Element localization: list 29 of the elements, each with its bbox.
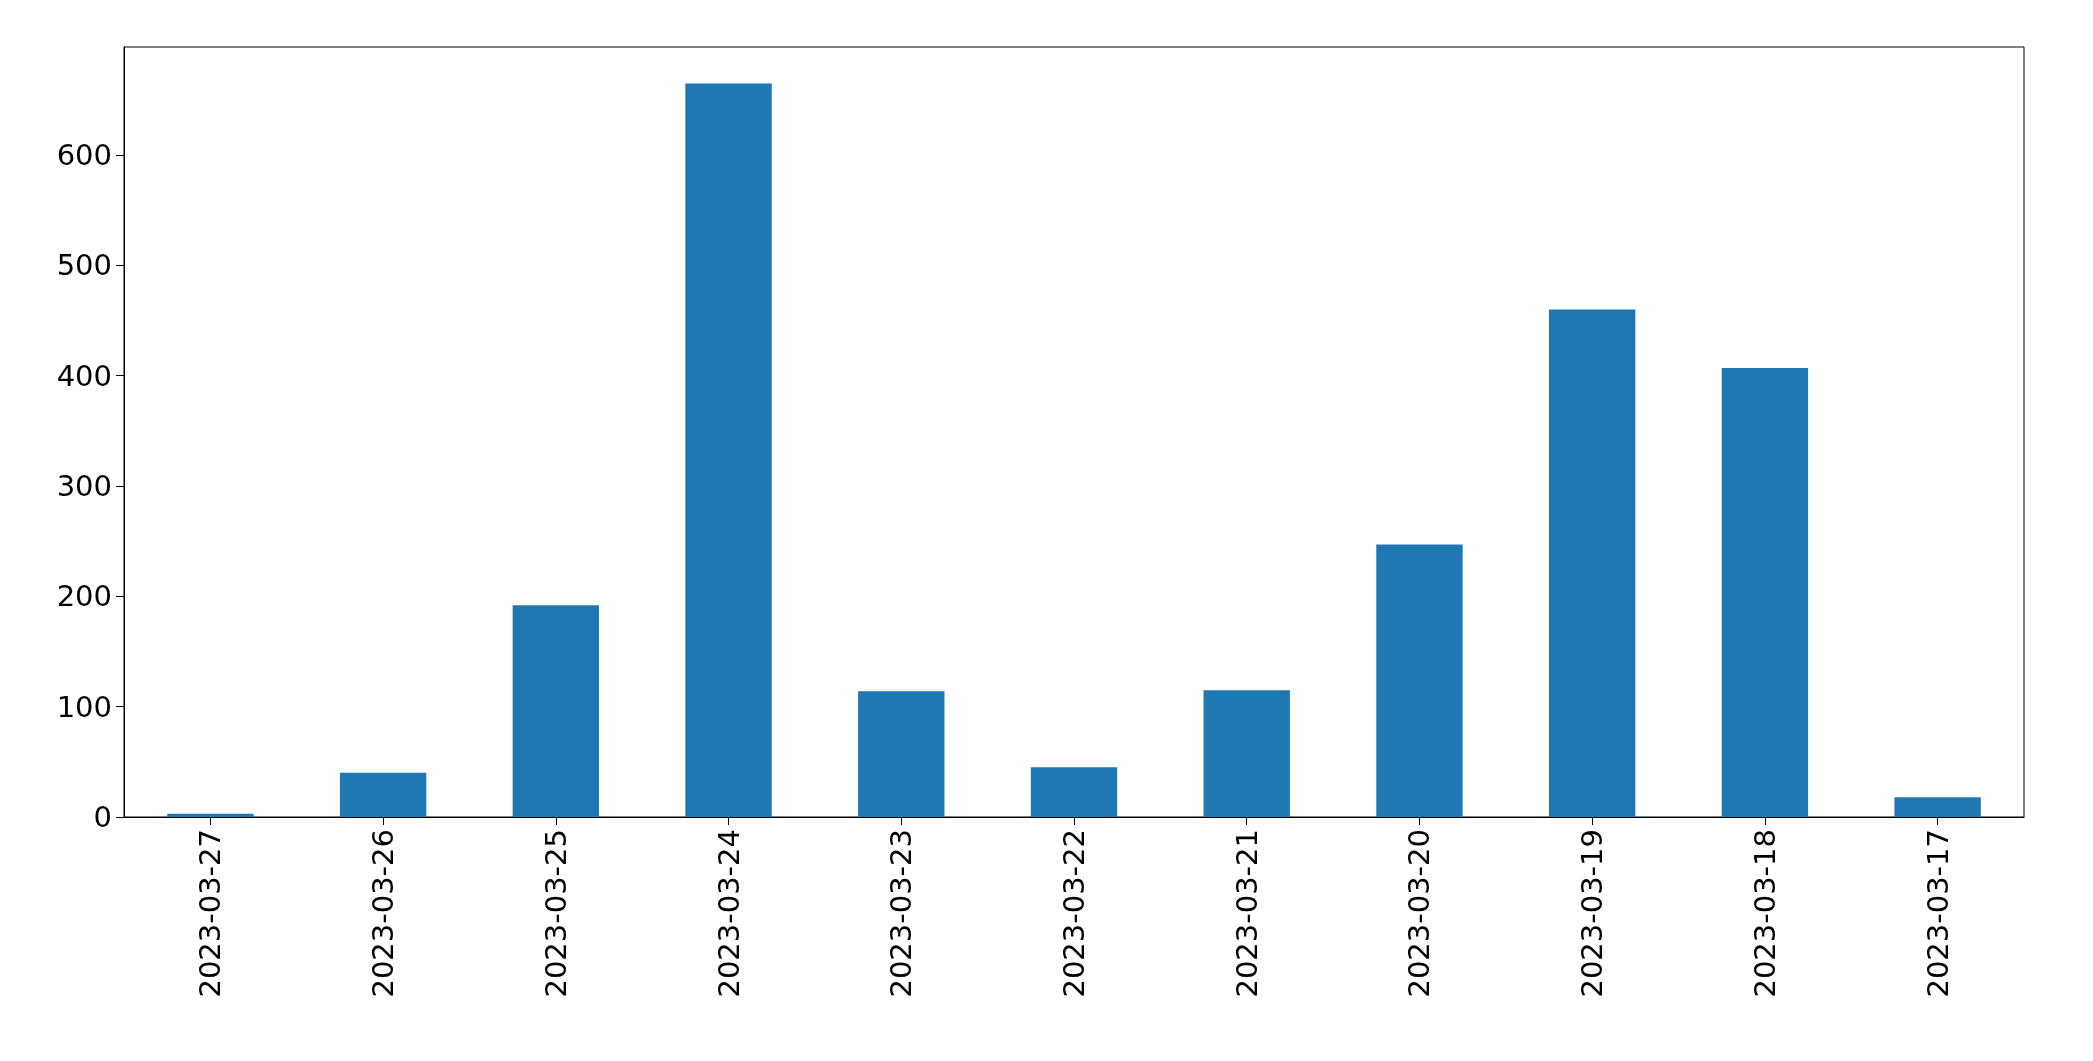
y-tick-label: 0 [93,800,112,834]
bar [1376,544,1463,817]
x-tick-label: 2023-03-17 [1920,829,1955,998]
bar [1894,797,1981,817]
y-tick-label: 600 [56,138,112,173]
x-tick-label: 2023-03-25 [538,829,573,998]
x-tick-label: 2023-03-20 [1402,829,1437,998]
x-tick-label: 2023-03-22 [1057,829,1091,998]
bar [1203,690,1290,817]
bar [1721,368,1809,817]
x-tick-label: 2023-03-27 [193,829,228,998]
bar [1549,309,1636,817]
bar [512,605,599,817]
y-tick-label: 300 [56,469,112,504]
x-tick-label: 2023-03-23 [884,829,919,998]
y-tick-label: 400 [56,358,112,393]
bar [858,691,945,817]
x-tick-label: 2023-03-26 [366,829,401,998]
x-tick-label: 2023-03-24 [711,829,746,998]
y-tick-label: 200 [56,579,112,614]
bar [167,813,254,817]
y-tick-label: 100 [56,689,112,724]
bar [339,772,427,817]
bar [1030,767,1118,817]
y-tick-label: 500 [56,248,112,283]
x-tick-label: 2023-03-19 [1575,829,1610,998]
bar [685,83,772,817]
x-tick-label: 2023-03-21 [1229,829,1264,998]
x-tick-label: 2023-03-18 [1747,829,1782,998]
